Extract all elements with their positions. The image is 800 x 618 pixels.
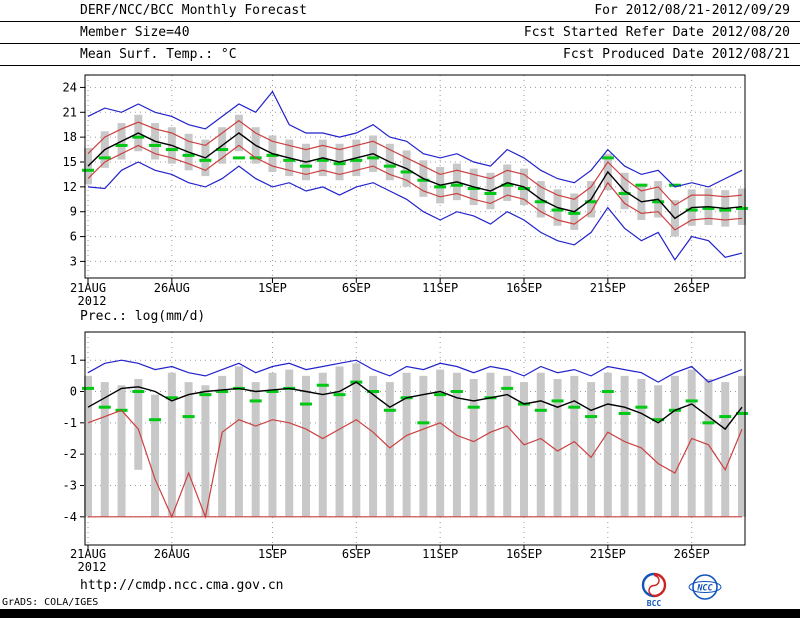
fcst-started-date: Fcst Started Refer Date 2012/08/20 — [523, 25, 790, 40]
svg-text:21SEP: 21SEP — [590, 547, 626, 561]
temp-panel-label: Mean Surf. Temp.: °C — [80, 47, 237, 62]
svg-text:2012: 2012 — [78, 560, 107, 574]
precip-panel-label: Prec.: log(mm/d) — [80, 309, 206, 324]
svg-text:1SEP: 1SEP — [258, 281, 287, 295]
svg-text:21: 21 — [63, 105, 77, 119]
fcst-produced-date: Fcst Produced Date 2012/08/21 — [563, 47, 790, 62]
svg-text:-3: -3 — [63, 478, 77, 492]
svg-text:26AUG: 26AUG — [154, 547, 190, 561]
header-row-2: Member Size=40 Fcst Started Refer Date 2… — [0, 22, 800, 44]
precipitation-chart: 1 0 -1 -2 -3 -4 21AUG 26AUG 1SEP 6SEP 11SEP 16SEP 21… — [63, 331, 748, 574]
grads-credit: GrADS: COLA/IGES — [2, 597, 99, 608]
forecast-range: For 2012/08/21-2012/09/29 — [594, 3, 790, 18]
svg-text:-2: -2 — [63, 447, 77, 461]
svg-text:2012: 2012 — [78, 294, 107, 308]
svg-text:1SEP: 1SEP — [258, 547, 287, 561]
svg-text:11SEP: 11SEP — [422, 547, 458, 561]
svg-text:21SEP: 21SEP — [590, 281, 626, 295]
page-title: DERF/NCC/BCC Monthly Forecast — [80, 3, 307, 18]
ncc-logo-label: NCC — [696, 584, 713, 594]
svg-text:1: 1 — [70, 353, 77, 367]
svg-text:16SEP: 16SEP — [506, 281, 542, 295]
svg-text:11SEP: 11SEP — [422, 281, 458, 295]
svg-text:18: 18 — [63, 130, 77, 144]
svg-text:-4: -4 — [63, 510, 77, 524]
bottom-bar — [0, 609, 800, 618]
svg-text:24: 24 — [63, 80, 77, 94]
svg-text:16SEP: 16SEP — [506, 547, 542, 561]
svg-text:12: 12 — [63, 180, 77, 194]
svg-text:15: 15 — [63, 155, 77, 169]
member-size: Member Size=40 — [80, 25, 190, 40]
svg-text:9: 9 — [70, 205, 77, 219]
svg-text:26AUG: 26AUG — [154, 281, 190, 295]
svg-text:21AUG: 21AUG — [70, 281, 106, 295]
bcc-logo-label: BCC — [647, 599, 662, 608]
svg-text:26SEP: 26SEP — [674, 547, 710, 561]
svg-text:6SEP: 6SEP — [342, 281, 371, 295]
temperature-chart: 24 21 18 15 12 9 6 3 21AUG 26AUG 1SEP 6SEP 11SEP 16SE… — [63, 74, 748, 308]
svg-text:6: 6 — [70, 230, 77, 244]
svg-text:21AUG: 21AUG — [70, 547, 106, 561]
logos: BCC NCC — [641, 572, 722, 608]
svg-text:-1: -1 — [63, 416, 77, 430]
source-url: http://cmdp.ncc.cma.gov.cn — [80, 578, 284, 593]
svg-text:6SEP: 6SEP — [342, 547, 371, 561]
header-row-1: DERF/NCC/BCC Monthly Forecast For 2012/0… — [0, 0, 800, 22]
svg-text:26SEP: 26SEP — [674, 281, 710, 295]
header: DERF/NCC/BCC Monthly Forecast For 2012/0… — [0, 0, 800, 66]
header-row-3: Mean Surf. Temp.: °C Fcst Produced Date … — [0, 44, 800, 66]
bcc-logo-icon: BCC — [641, 572, 667, 608]
svg-text:0: 0 — [70, 385, 77, 399]
svg-text:3: 3 — [70, 254, 77, 268]
ncc-logo-icon: NCC — [688, 574, 722, 600]
